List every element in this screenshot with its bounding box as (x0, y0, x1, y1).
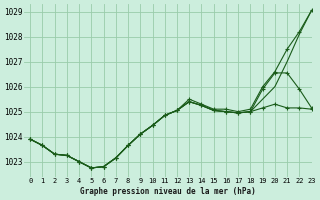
X-axis label: Graphe pression niveau de la mer (hPa): Graphe pression niveau de la mer (hPa) (80, 187, 256, 196)
